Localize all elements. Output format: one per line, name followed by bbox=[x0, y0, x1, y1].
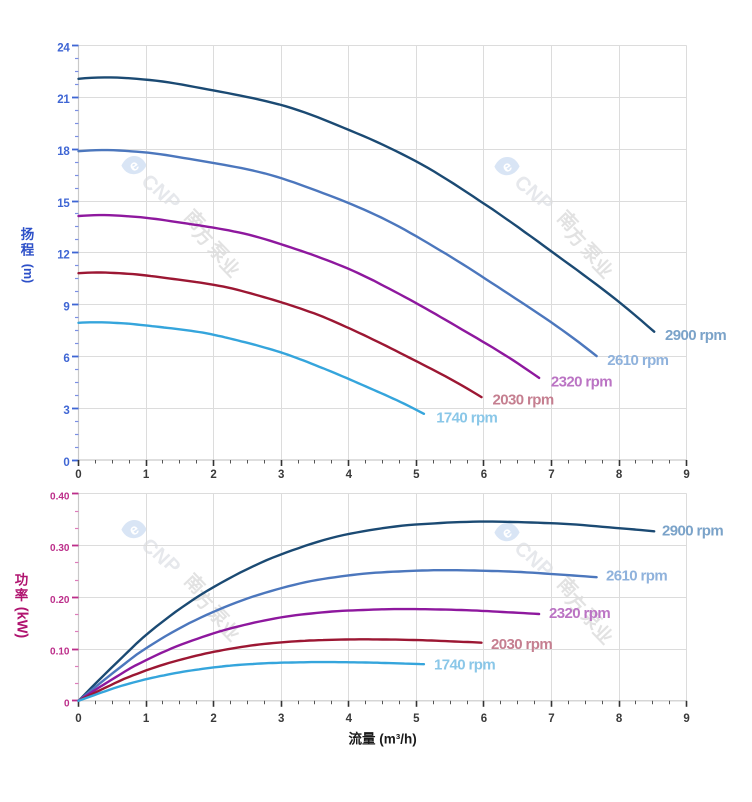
svg-text:2320 rpm: 2320 rpm bbox=[551, 373, 612, 390]
svg-text:2320 rpm: 2320 rpm bbox=[549, 605, 610, 622]
svg-text:0.20: 0.20 bbox=[50, 595, 70, 606]
svg-text:(m): (m) bbox=[21, 264, 35, 283]
svg-text:2610 rpm: 2610 rpm bbox=[606, 568, 667, 585]
svg-text:9: 9 bbox=[683, 469, 689, 481]
svg-text:功: 功 bbox=[15, 573, 29, 588]
svg-text:3: 3 bbox=[278, 469, 284, 481]
svg-text:0.30: 0.30 bbox=[50, 543, 70, 554]
svg-text:5: 5 bbox=[413, 469, 420, 481]
svg-text:1740 rpm: 1740 rpm bbox=[434, 656, 495, 673]
svg-text:(kW): (kW) bbox=[14, 607, 30, 639]
svg-text:流量 (m³/h): 流量 (m³/h) bbox=[348, 731, 416, 747]
svg-text:7: 7 bbox=[548, 469, 554, 481]
svg-text:2030 rpm: 2030 rpm bbox=[491, 636, 552, 653]
svg-text:2610 rpm: 2610 rpm bbox=[607, 352, 668, 369]
svg-text:24: 24 bbox=[57, 42, 70, 54]
svg-text:扬: 扬 bbox=[21, 226, 35, 242]
svg-text:6: 6 bbox=[63, 353, 69, 365]
svg-text:5: 5 bbox=[413, 713, 420, 725]
svg-text:程: 程 bbox=[21, 243, 35, 258]
svg-text:0.10: 0.10 bbox=[50, 647, 70, 658]
svg-text:6: 6 bbox=[481, 713, 487, 725]
svg-text:3: 3 bbox=[278, 713, 284, 725]
svg-text:8: 8 bbox=[616, 713, 623, 725]
svg-text:1: 1 bbox=[143, 469, 150, 481]
svg-text:15: 15 bbox=[57, 198, 70, 210]
svg-text:2: 2 bbox=[210, 713, 216, 725]
svg-text:2: 2 bbox=[210, 469, 216, 481]
svg-text:0: 0 bbox=[75, 713, 81, 725]
svg-text:18: 18 bbox=[57, 146, 70, 158]
svg-text:6: 6 bbox=[481, 469, 487, 481]
svg-text:21: 21 bbox=[57, 94, 70, 106]
svg-text:8: 8 bbox=[616, 469, 623, 481]
svg-text:4: 4 bbox=[346, 713, 353, 725]
svg-text:12: 12 bbox=[57, 250, 69, 262]
svg-text:1740 rpm: 1740 rpm bbox=[436, 409, 497, 426]
svg-text:3: 3 bbox=[63, 405, 69, 417]
svg-text:率: 率 bbox=[15, 587, 29, 603]
svg-text:4: 4 bbox=[346, 469, 353, 481]
svg-text:1: 1 bbox=[143, 713, 150, 725]
svg-text:0.40: 0.40 bbox=[50, 492, 70, 503]
svg-text:0: 0 bbox=[63, 457, 69, 469]
svg-text:2030 rpm: 2030 rpm bbox=[493, 391, 554, 408]
svg-text:9: 9 bbox=[683, 713, 689, 725]
svg-text:2900 rpm: 2900 rpm bbox=[662, 523, 723, 540]
svg-text:2900 rpm: 2900 rpm bbox=[665, 327, 726, 344]
svg-text:0: 0 bbox=[75, 469, 81, 481]
svg-text:7: 7 bbox=[548, 713, 554, 725]
svg-text:0: 0 bbox=[64, 698, 70, 709]
svg-text:9: 9 bbox=[63, 301, 69, 313]
